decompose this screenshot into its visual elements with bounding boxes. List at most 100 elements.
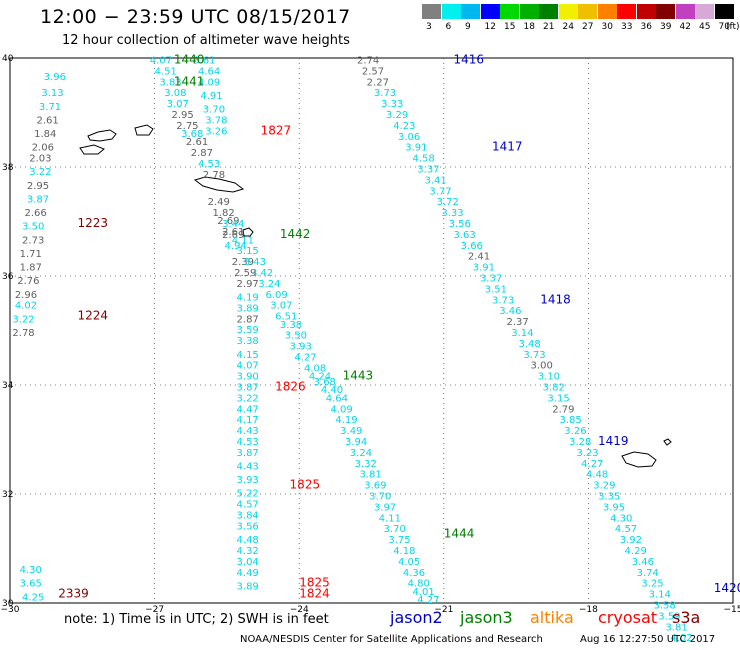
wave-height-value: 4.05 (398, 557, 420, 568)
wave-height-value: 3.56 (449, 219, 471, 230)
wave-height-value: 3.69 (364, 481, 386, 492)
wave-height-value: 3.68 (181, 129, 203, 140)
wave-height-value: 3.84 (237, 511, 259, 522)
island-outline (87, 129, 117, 142)
wave-height-value: 3.72 (437, 197, 459, 208)
color-bin (422, 4, 441, 19)
wave-height-value: 2.87 (237, 314, 259, 325)
wave-height-value: 4.07 (150, 55, 172, 66)
color-bin (636, 4, 656, 19)
wave-height-value: 4.47 (237, 404, 259, 415)
wave-height-value: 3.70 (203, 105, 225, 116)
wave-height-value: 2.66 (24, 208, 46, 219)
wave-height-value: 3.22 (237, 393, 259, 404)
wave-height-value: 3.46 (499, 306, 521, 317)
wave-height-value: 3.95 (603, 502, 625, 513)
color-bin-label: 6 (445, 22, 452, 32)
wave-height-value: 3.94 (345, 437, 367, 448)
color-bin (519, 4, 539, 19)
wave-height-value: 3.82 (543, 382, 565, 393)
wave-height-value: 2.95 (171, 110, 193, 121)
wave-height-value: 3.10 (538, 372, 560, 383)
wave-height-value: 2.76 (17, 276, 39, 287)
wave-height-value: 3.48 (519, 339, 541, 350)
wave-height-value: 3.13 (41, 88, 63, 99)
wave-height-value: 3.14 (511, 328, 533, 339)
wave-height-value: 3.73 (492, 295, 514, 306)
wave-height-value: 4.27 (581, 459, 603, 470)
wave-height-value: 4.29 (625, 546, 647, 557)
color-bin (597, 4, 617, 19)
wave-height-value: 2.78 (203, 170, 225, 181)
wave-height-value: 2.69 (222, 230, 244, 241)
wave-height-value: 4.30 (20, 565, 42, 576)
wave-height-value: 4.57 (237, 500, 259, 511)
wave-height-value: 3.96 (44, 72, 66, 83)
wave-height-value: 3.41 (425, 175, 447, 186)
wave-height-value: 3.46 (632, 557, 654, 568)
wave-height-value: 3.73 (523, 350, 545, 361)
wave-height-value: 3.26 (205, 126, 227, 137)
wave-height-value: 4.64 (326, 393, 348, 404)
color-bin (441, 4, 461, 19)
wave-height-value: 3.15 (237, 246, 259, 257)
wave-height-value: 4.15 (237, 350, 259, 361)
wave-height-value: 3.70 (384, 524, 406, 535)
wave-height-value: 2.39 (232, 257, 254, 268)
wave-height-value: 2.69 (217, 216, 239, 227)
satellite-legend-item: jason3 (460, 608, 513, 627)
wave-height-value: 3.77 (429, 186, 451, 197)
x-tick-label: −30 (1, 605, 20, 615)
wave-height-value: 3.22 (29, 167, 51, 178)
wave-height-value: 4.49 (237, 568, 259, 579)
track-time-label: 1824 (299, 587, 330, 601)
wave-height-value: 4.27 (294, 352, 316, 363)
color-bin-label: 36 (640, 22, 652, 32)
wave-height-value: 2.95 (27, 181, 49, 192)
wave-height-value: 2.74 (357, 55, 379, 66)
x-tick-label: −24 (290, 605, 309, 615)
generated-timestamp: Aug 16 12:27:50 UTC 2017 (580, 634, 716, 645)
color-scale-unit: (ft) (726, 22, 740, 32)
wave-height-value: 2.59 (234, 268, 256, 279)
wave-height-value: 3.50 (22, 222, 44, 233)
color-bin-label: 18 (523, 22, 535, 32)
wave-height-value: 4.64 (198, 66, 220, 77)
color-bin-label: 15 (504, 22, 516, 32)
wave-height-value: 3.51 (485, 284, 507, 295)
wave-height-value: 3.91 (405, 143, 427, 154)
wave-height-value: 3.97 (374, 502, 396, 513)
x-tick-label: −27 (145, 605, 164, 615)
x-tick-label: −15 (724, 605, 740, 615)
track-time-label: 1825 (299, 576, 330, 590)
wave-height-value: 3.00 (531, 361, 553, 372)
wave-height-value: 2.41 (468, 252, 490, 263)
wave-height-value: 3.04 (237, 557, 259, 568)
wave-height-value: 3.25 (641, 579, 663, 590)
wave-height-value: 3.59 (237, 325, 259, 336)
wave-height-value: 2.97 (237, 279, 259, 290)
wave-height-value: 4.07 (237, 361, 259, 372)
wave-height-value: 4.40 (321, 385, 343, 396)
wave-height-value: 4.30 (610, 513, 632, 524)
x-tick-label: −21 (434, 605, 453, 615)
y-tick-label: 34 (2, 381, 14, 391)
wave-height-value: 3.59 (658, 611, 680, 622)
map-title: 12:00 − 23:59 UTC 08/15/2017 (40, 6, 351, 28)
wave-height-value: 3.07 (270, 301, 292, 312)
wave-height-value: 1.87 (20, 263, 42, 274)
wave-height-value: 4.51 (155, 66, 177, 77)
wave-height-value: 4.57 (615, 524, 637, 535)
wave-height-value: 3.15 (547, 393, 569, 404)
y-tick-label: 32 (2, 490, 13, 500)
wave-height-value: 2.75 (176, 121, 198, 132)
wave-height-value: 4.09 (331, 404, 353, 415)
wave-height-value: 3.38 (237, 336, 259, 347)
wave-height-value: 2.61 (37, 115, 59, 126)
track-time-label: 1826 (275, 379, 306, 393)
color-bin-label: 30 (601, 22, 613, 32)
wave-height-value: 2.79 (552, 404, 574, 415)
wave-height-value: 4.80 (408, 579, 430, 590)
wave-height-value: 3.93 (237, 475, 259, 486)
wave-height-value: 3.06 (398, 132, 420, 143)
